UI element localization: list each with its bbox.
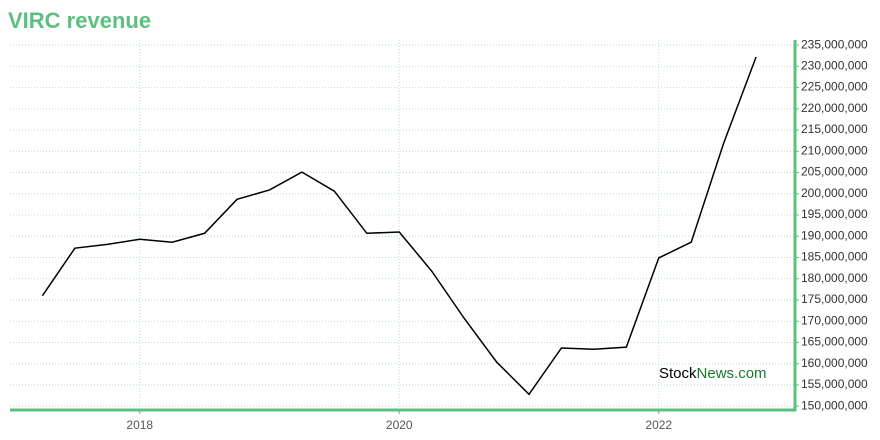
y-tick-label: 165,000,000 [801, 335, 868, 349]
y-tick-label: 230,000,000 [801, 59, 868, 73]
y-tick-label: 220,000,000 [801, 101, 868, 115]
x-tick-label: 2018 [126, 418, 153, 432]
y-tick-label: 160,000,000 [801, 356, 868, 370]
watermark-part: News.com [697, 365, 767, 382]
y-tick-label: 180,000,000 [801, 271, 868, 285]
x-tick-label: 2022 [645, 418, 672, 432]
y-tick-label: 175,000,000 [801, 292, 868, 306]
y-tick-label: 170,000,000 [801, 313, 868, 327]
y-tick-label: 155,000,000 [801, 377, 868, 391]
chart-title: VIRC revenue [8, 8, 151, 33]
y-tick-label: 205,000,000 [801, 165, 868, 179]
x-tick-label: 2020 [386, 418, 413, 432]
y-tick-label: 215,000,000 [801, 122, 868, 136]
y-tick-label: 235,000,000 [801, 37, 868, 51]
y-tick-label: 210,000,000 [801, 143, 868, 157]
line [41, 56, 757, 396]
y-tick-label: 185,000,000 [801, 250, 868, 264]
y-tick-label: 190,000,000 [801, 228, 868, 242]
watermark-part: Stock [659, 365, 697, 382]
y-tick-label: 150,000,000 [801, 398, 868, 412]
y-tick-label: 225,000,000 [801, 80, 868, 94]
y-tick-label: 200,000,000 [801, 186, 868, 200]
y-tick-label: 195,000,000 [801, 207, 868, 221]
watermark: StockNews.com [659, 365, 767, 382]
